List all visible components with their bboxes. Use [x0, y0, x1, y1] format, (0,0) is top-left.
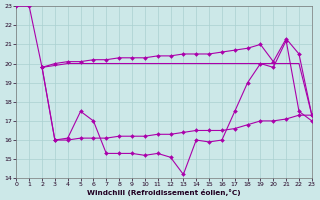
X-axis label: Windchill (Refroidissement éolien,°C): Windchill (Refroidissement éolien,°C)	[87, 189, 241, 196]
